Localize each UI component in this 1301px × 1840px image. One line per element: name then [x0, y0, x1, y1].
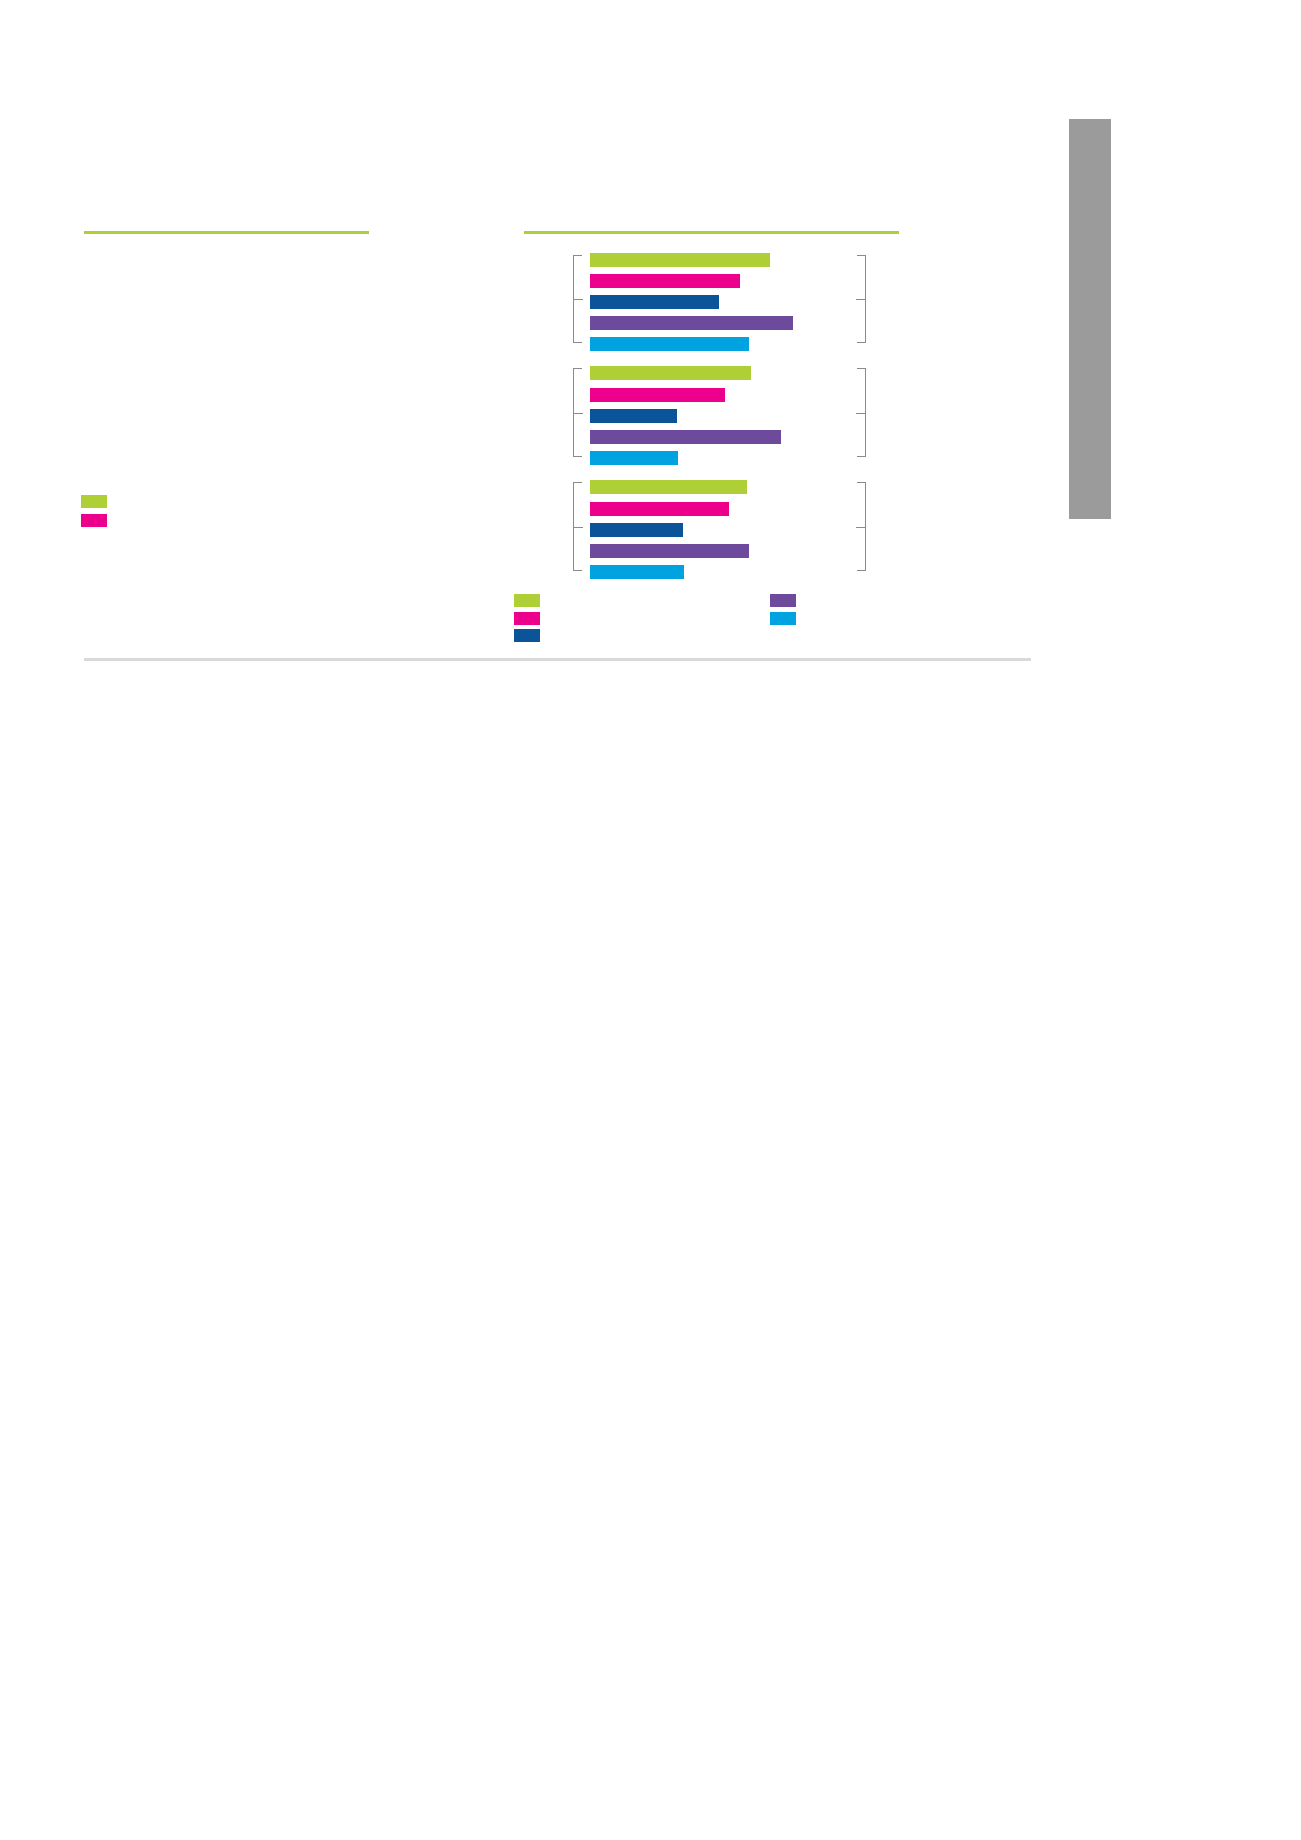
bar-g3-s1: [590, 480, 747, 494]
bracket-cap-bottom: [857, 456, 866, 457]
bar-g3-s4: [590, 544, 749, 558]
bracket-stem: [573, 255, 574, 343]
legend-swatch-right-2: [514, 612, 540, 625]
bar-g1-s4: [590, 316, 793, 330]
bracket-cap-bottom: [573, 570, 582, 571]
group-bracket-left-2: [573, 368, 583, 457]
bracket-cap-top: [573, 368, 582, 369]
legend-swatch-right-4: [770, 594, 796, 607]
bar-g2-s4: [590, 430, 781, 444]
bracket-tick: [856, 299, 865, 300]
bar-g1-s5: [590, 337, 749, 351]
legend-swatch-left-1: [81, 495, 107, 508]
bracket-cap-top: [857, 368, 866, 369]
bracket-tick: [574, 526, 583, 528]
bracket-cap-top: [857, 255, 866, 256]
bar-g2-s2: [590, 388, 725, 402]
right-panel-top-rule: [524, 231, 899, 234]
bracket-cap-top: [573, 255, 582, 256]
bar-g2-s1: [590, 366, 751, 380]
legend-swatch-right-1: [514, 594, 540, 607]
bracket-stem: [573, 368, 574, 457]
bar-g1-s1: [590, 253, 770, 267]
bracket-cap-top: [857, 482, 866, 483]
bracket-tick: [856, 526, 865, 528]
section-side-tab: [1069, 119, 1111, 519]
group-bracket-right-3: [856, 482, 866, 571]
group-bracket-left-1: [573, 255, 583, 343]
bracket-cap-bottom: [857, 342, 866, 343]
bar-g3-s2: [590, 502, 729, 516]
bracket-cap-top: [573, 482, 582, 483]
bar-g2-s3: [590, 409, 677, 423]
footer-divider: [84, 658, 1031, 661]
bar-g1-s3: [590, 295, 719, 309]
bar-g2-s5: [590, 451, 678, 465]
legend-swatch-right-3: [514, 629, 540, 642]
bar-g1-s2: [590, 274, 740, 288]
bracket-cap-bottom: [857, 570, 866, 571]
legend-swatch-left-2: [81, 514, 107, 527]
bar-g3-s5: [590, 565, 684, 579]
group-bracket-left-3: [573, 482, 583, 571]
bracket-tick: [574, 412, 583, 414]
bracket-tick: [856, 412, 865, 414]
bracket-cap-bottom: [573, 342, 582, 343]
group-bracket-right-2: [856, 368, 866, 457]
group-bracket-right-1: [856, 255, 866, 343]
bracket-stem: [865, 368, 866, 457]
legend-swatch-right-5: [770, 612, 796, 625]
bracket-cap-bottom: [573, 456, 582, 457]
bar-g3-s3: [590, 523, 683, 537]
bracket-stem: [573, 482, 574, 571]
bracket-stem: [865, 255, 866, 343]
bracket-stem: [865, 482, 866, 571]
left-panel-top-rule: [84, 231, 369, 234]
bracket-tick: [574, 299, 583, 300]
